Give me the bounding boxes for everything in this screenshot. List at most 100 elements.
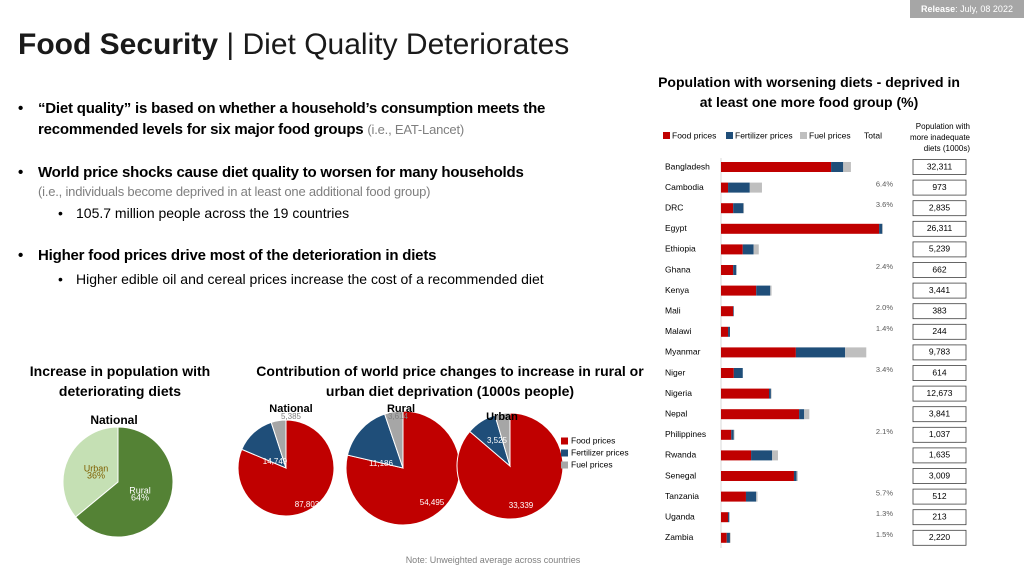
sub-bullet: Higher edible oil and cereal prices incr… — [18, 269, 618, 289]
pie-slice — [384, 410, 404, 469]
bar-segment — [769, 388, 771, 399]
population-box — [912, 179, 967, 196]
legend-label: Fuel prices — [809, 130, 851, 140]
slice-value: 33,339 — [509, 501, 534, 510]
slice-value: 11,186 — [369, 459, 393, 468]
category-label: Rwanda — [665, 450, 696, 460]
population-value: 3,441 — [929, 285, 951, 295]
category-label: Uganda — [665, 511, 695, 521]
category-label: Zambia — [665, 532, 694, 542]
bar-segment — [845, 347, 867, 358]
legend-label: Food prices — [571, 435, 615, 445]
total-label: 3.6% — [876, 200, 893, 209]
bar-segment — [753, 244, 759, 255]
population-box — [912, 529, 967, 546]
bar-segment — [721, 244, 743, 255]
bar-segment — [799, 409, 805, 420]
legend-swatch — [726, 132, 733, 139]
bullet: World price shocks cause diet quality to… — [18, 162, 618, 200]
bar-segment — [742, 244, 754, 255]
bar-segment — [721, 326, 729, 337]
bullet: Higher food prices drive most of the det… — [18, 245, 618, 266]
bullet-group: Higher food prices drive most of the det… — [18, 245, 618, 289]
population-box — [912, 282, 967, 299]
total-label: 1.3% — [876, 509, 893, 518]
bar-segment — [804, 409, 810, 420]
bar-segment — [733, 429, 735, 440]
category-label: Ghana — [665, 264, 691, 274]
slice-value: 54,495 — [420, 498, 445, 507]
bar-segment — [770, 285, 772, 296]
category-label: Myanmar — [665, 347, 701, 357]
population-value: 213 — [932, 511, 946, 521]
legend-label: Fertilizer prices — [571, 447, 629, 457]
bar-segment — [733, 203, 744, 214]
legend-label: Total — [864, 130, 882, 140]
bar-segment — [721, 162, 832, 172]
population-value: 1,635 — [929, 450, 951, 460]
population-box — [912, 426, 967, 443]
population-value: 3,841 — [929, 408, 951, 418]
pie-slice — [345, 410, 461, 526]
bar-segment — [721, 491, 746, 502]
bar-segment — [733, 265, 737, 275]
category-label: Niger — [665, 367, 685, 377]
bar-segment — [770, 388, 772, 399]
slice-value: 3,614 — [388, 412, 409, 421]
pie-title: National — [90, 413, 137, 427]
population-box — [912, 200, 967, 217]
bar-segment — [721, 368, 734, 378]
population-value: 244 — [932, 326, 946, 336]
population-box — [912, 365, 967, 381]
category-label: DRC — [665, 202, 683, 212]
slice-value: 64% — [131, 492, 149, 502]
population-value: 3,009 — [929, 470, 951, 480]
total-label: 1.5% — [876, 530, 893, 539]
total-label: 1.4% — [876, 324, 893, 333]
category-label: Nigeria — [665, 388, 692, 398]
bullet-group: World price shocks cause diet quality to… — [18, 162, 618, 223]
pie-title: Rural — [387, 403, 415, 415]
slice-value: 3,525 — [487, 436, 508, 445]
bar-segment — [726, 532, 730, 543]
population-box — [912, 344, 967, 361]
population-value: 614 — [932, 367, 946, 377]
legend-swatch — [561, 437, 568, 445]
bar-segment — [721, 203, 734, 214]
total-label: 2.0% — [876, 303, 893, 312]
pie-title: National — [269, 403, 312, 415]
population-box — [912, 468, 967, 484]
category-label: Senegal — [665, 470, 696, 480]
chart-title: Increase in population with deterioratin… — [29, 363, 211, 399]
bar-segment — [796, 471, 798, 481]
pie-title: Urban — [486, 411, 518, 423]
bar-segment — [749, 182, 762, 193]
category-label: Bangladesh — [665, 161, 710, 171]
bar-segment — [721, 512, 729, 523]
bar-segment — [728, 326, 730, 337]
bar-segment — [795, 347, 846, 358]
population-value: 512 — [932, 491, 946, 501]
bullet-text: World price shocks cause diet quality to… — [38, 164, 524, 181]
population-box — [912, 509, 967, 526]
bar-segment — [721, 223, 880, 234]
bullet-group: “Diet quality” is based on whether a hou… — [18, 98, 618, 140]
chart-title: Population with worsening diets - depriv… — [658, 74, 960, 110]
bar-segment — [731, 429, 734, 440]
population-box — [912, 220, 967, 237]
bar-segment — [721, 285, 757, 296]
bullet-text: Higher food prices drive most of the det… — [38, 247, 437, 264]
category-label: Cambodia — [665, 182, 704, 192]
bar-segment — [831, 162, 844, 172]
bar-segment — [721, 265, 734, 275]
bar-segment — [721, 532, 727, 543]
legend-swatch — [663, 132, 670, 139]
pie-slice — [270, 419, 287, 469]
bar-segment — [728, 512, 730, 523]
category-label: Mali — [665, 305, 681, 315]
slice-value: 87,803 — [295, 500, 320, 509]
population-box — [912, 488, 967, 505]
bar-segment — [879, 223, 883, 234]
bar-segment — [745, 491, 757, 502]
legend-label: Fuel prices — [571, 459, 613, 469]
